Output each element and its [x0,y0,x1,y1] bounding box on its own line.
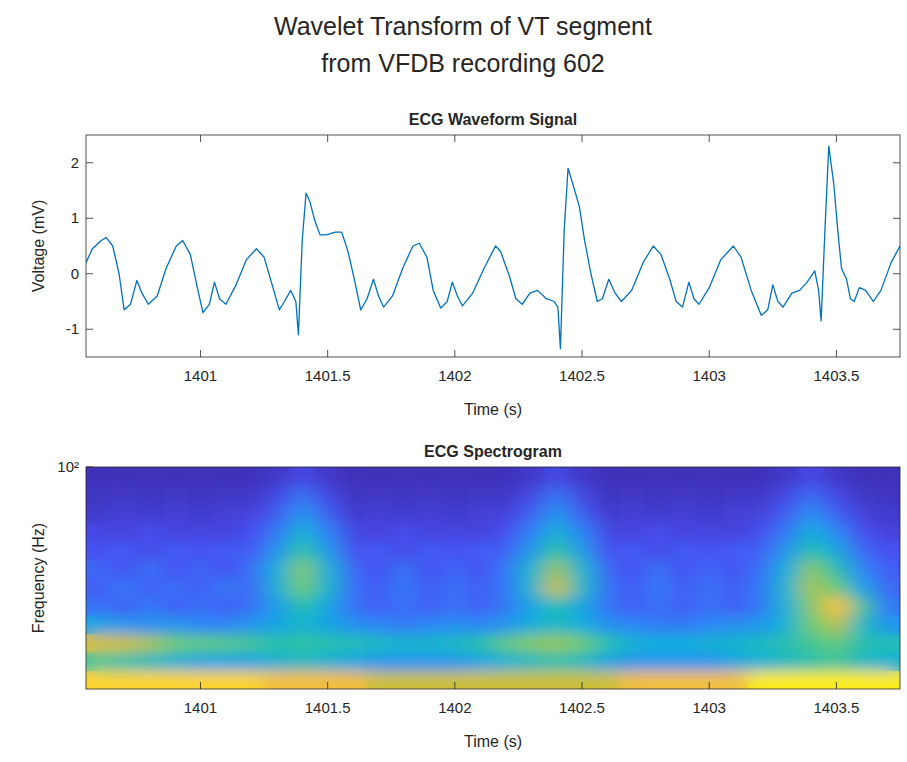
heatmap [86,467,900,689]
y-tick [86,218,93,219]
x-tick [582,350,583,357]
x-tick [454,682,455,689]
figure-title: Wavelet Transform of VT segment [274,12,652,40]
x-tick-label: 1403 [693,699,726,716]
panel: 1401 1401.5 1402 1402.5 1403 1403.5 -1 0 1 2 ECG W… [30,111,900,418]
y-tick-label: 2 [71,154,79,171]
y-axis-title: Frequency (Hz) [30,523,47,633]
panel: 1401 1401.5 1402 1402.5 1403 1403.5 10² ECG Spe… [30,443,900,750]
plot-area [86,146,900,349]
y-tick [893,162,900,163]
x-tick-label: 1401 [184,699,217,716]
y-tick [86,273,93,274]
y-tick [86,329,93,330]
y-tick-label: 0 [71,265,79,282]
x-tick [836,135,837,142]
x-tick [709,350,710,357]
x-tick-label: 1403.5 [813,367,859,384]
x-tick-label: 1402.5 [559,367,605,384]
x-tick-label: 1401 [184,367,217,384]
panel-title: ECG Waveform Signal [409,111,577,128]
y-tick [86,162,93,163]
y-tick-label: -1 [66,320,79,337]
x-tick [709,135,710,142]
x-tick-label: 1401.5 [305,699,351,716]
figure-title: from VFDB recording 602 [321,49,604,77]
figure: Wavelet Transform of VT segment from VFDB… [0,0,907,762]
x-tick [200,682,201,689]
heatmap-cells [86,467,900,689]
x-tick [327,135,328,142]
x-tick [836,682,837,689]
x-axis-title: Time (s) [464,733,522,750]
x-tick-label: 1402 [438,367,471,384]
x-tick [327,682,328,689]
axes-frame [86,135,900,357]
ecg-line [86,146,900,349]
y-tick-label: 10² [57,458,79,475]
x-tick [327,350,328,357]
x-tick [200,350,201,357]
y-tick [86,467,93,468]
x-tick-label: 1402 [438,699,471,716]
y-tick [893,218,900,219]
x-tick [582,682,583,689]
x-tick-label: 1401.5 [305,367,351,384]
panel-title: ECG Spectrogram [424,443,562,460]
x-tick [200,135,201,142]
axes-frame [86,467,900,689]
x-tick [582,135,583,142]
y-axis-title: Voltage (mV) [30,200,47,292]
x-tick [454,135,455,142]
y-tick [893,273,900,274]
x-tick-label: 1403 [693,367,726,384]
heatmap-smoothing [86,467,900,689]
x-tick [454,350,455,357]
y-tick [893,329,900,330]
x-tick-label: 1403.5 [813,699,859,716]
x-tick-label: 1402.5 [559,699,605,716]
x-tick [836,350,837,357]
x-axis-title: Time (s) [464,401,522,418]
x-tick [709,682,710,689]
y-tick-label: 1 [71,209,79,226]
